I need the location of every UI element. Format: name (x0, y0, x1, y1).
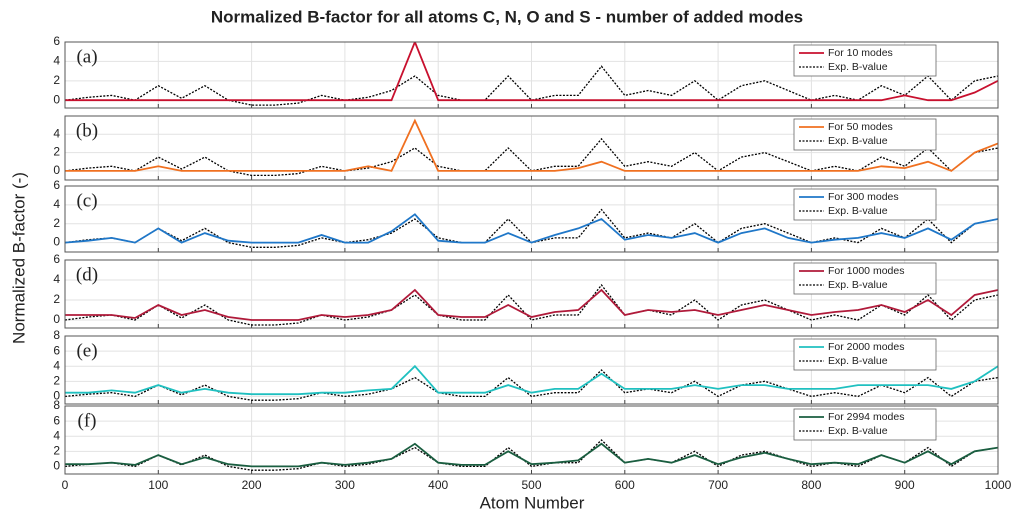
panel-label: (c) (76, 190, 97, 211)
plot-frame (64, 115, 999, 181)
chart-title: Normalized B-factor for all atoms C, N, … (211, 7, 803, 26)
x-tick-label: 600 (615, 478, 635, 492)
y-tick-label: 0 (53, 235, 60, 249)
legend-label: Exp. B-value (828, 355, 888, 367)
data-line (65, 364, 998, 396)
y-tick-label: 4 (53, 54, 60, 68)
data-line (65, 369, 998, 401)
panel-label: (d) (76, 264, 98, 285)
y-tick-label: 2 (53, 145, 60, 159)
y-tick-label: 6 (53, 34, 60, 48)
y-tick-label: 0 (53, 163, 60, 177)
legend-box (793, 338, 937, 371)
legend-label: For 2000 modes (828, 341, 904, 353)
legend-label: For 300 modes (828, 191, 899, 203)
x-tick-label: 900 (895, 478, 915, 492)
legend-label: For 1000 modes (828, 265, 904, 277)
legend-label: For 50 modes (828, 121, 893, 133)
legend-label: Exp. B-value (828, 205, 888, 217)
panel-label: (a) (76, 46, 97, 67)
data-line (65, 42, 998, 102)
legend-label: Exp. B-value (828, 279, 888, 291)
y-tick-label: 4 (53, 358, 60, 372)
legend-label: Exp. B-value (828, 61, 888, 73)
x-tick-label: 300 (335, 478, 355, 492)
x-axis-label: Atom Number (480, 493, 585, 512)
panel-label: (b) (76, 120, 98, 141)
y-tick-label: 6 (53, 413, 60, 427)
y-tick-label: 4 (53, 272, 60, 286)
x-tick-label: 400 (428, 478, 448, 492)
legend-label: Exp. B-value (828, 135, 888, 147)
y-tick-label: 0 (53, 459, 60, 473)
plot-frame (64, 259, 999, 329)
y-tick-label: 6 (53, 178, 60, 192)
legend-box (793, 188, 937, 221)
plot-frame (64, 185, 999, 253)
panel-label: (f) (78, 410, 97, 431)
data-line (65, 442, 998, 468)
y-axis-label: Normalized B-factor (-) (9, 172, 28, 344)
legend-label: For 2994 modes (828, 411, 904, 423)
legend-box (793, 408, 937, 441)
x-tick-label: 800 (801, 478, 821, 492)
y-tick-label: 2 (53, 73, 60, 87)
x-tick-label: 200 (242, 478, 262, 492)
y-tick-label: 0 (53, 92, 60, 106)
y-tick-label: 4 (53, 428, 60, 442)
x-tick-label: 500 (521, 478, 541, 492)
legend-label: For 10 modes (828, 47, 893, 59)
x-tick-label: 0 (62, 478, 69, 492)
legend-box (793, 118, 937, 151)
x-tick-label: 700 (708, 478, 728, 492)
y-tick-label: 6 (53, 252, 60, 266)
y-tick-label: 2 (53, 444, 60, 458)
data-line (65, 118, 998, 172)
data-line (65, 288, 998, 321)
legend-box (793, 262, 937, 295)
y-tick-label: 2 (53, 216, 60, 230)
y-tick-label: 4 (53, 126, 60, 140)
y-tick-label: 6 (53, 343, 60, 357)
y-tick-label: 2 (53, 374, 60, 388)
y-tick-label: 0 (53, 389, 60, 403)
plot-frame (64, 41, 999, 109)
plot-frame (64, 335, 999, 405)
legend-label: Exp. B-value (828, 425, 888, 437)
y-tick-label: 8 (53, 328, 60, 342)
x-tick-label: 1000 (985, 478, 1012, 492)
y-tick-label: 8 (53, 398, 60, 412)
plot-frame (64, 405, 999, 475)
panel-label: (e) (76, 340, 97, 361)
legend-box (793, 44, 937, 77)
data-line (65, 213, 998, 244)
data-line (65, 65, 998, 106)
y-tick-label: 0 (53, 312, 60, 326)
y-tick-label: 4 (53, 197, 60, 211)
y-tick-label: 2 (53, 292, 60, 306)
x-tick-label: 100 (148, 478, 168, 492)
